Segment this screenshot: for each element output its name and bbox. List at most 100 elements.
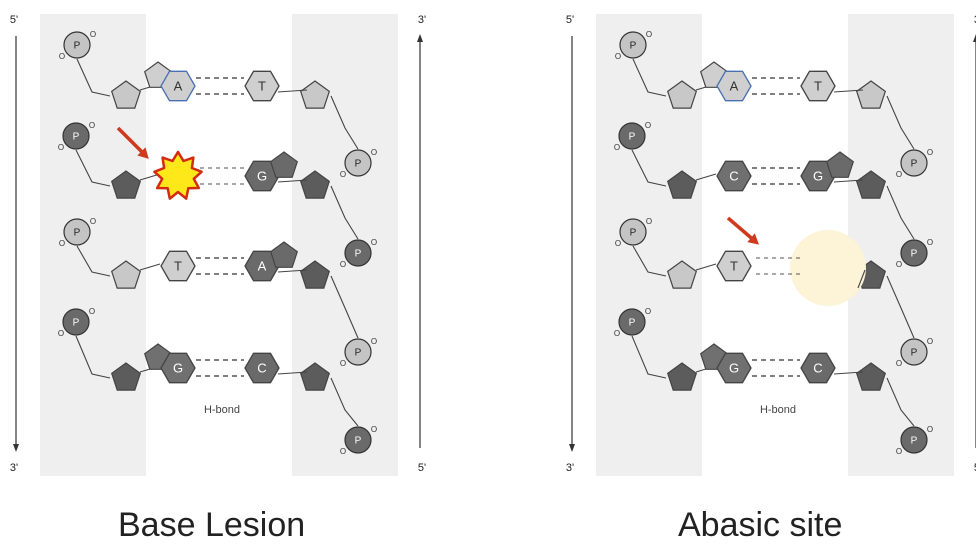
backbone-link [631, 335, 667, 379]
left-strand-bottom-label: 3' [10, 462, 18, 474]
oxygen-label: O [371, 425, 377, 434]
left-strand-arrowhead [569, 444, 575, 452]
h-bond-label: H-bond [760, 404, 796, 416]
left-strand-bottom-label: 3' [566, 462, 574, 474]
left-sugar [110, 362, 142, 391]
backbone-link [76, 245, 111, 277]
left-base-letter: A [174, 78, 183, 93]
lesion-shape [153, 150, 203, 200]
left-base-letter: G [173, 360, 183, 375]
phosphate-circle [63, 218, 91, 246]
phosphate-circle [344, 338, 372, 366]
right-backbone-band [848, 14, 954, 476]
glycosidic-bond [139, 263, 161, 271]
glycosidic-bond [833, 179, 864, 183]
phosphate-label: P [74, 41, 81, 52]
phosphate-label: P [911, 249, 918, 260]
phosphate-label: P [911, 159, 918, 170]
backbone-link [631, 149, 667, 187]
backbone-link [75, 335, 111, 379]
h-bond-label: H-bond [204, 404, 240, 416]
glycosidic-bond [695, 263, 717, 271]
oxygen-label: O [645, 307, 651, 316]
phosphate-label: P [355, 436, 362, 447]
backbone-link [75, 149, 111, 187]
right-strand-arrowhead [417, 34, 423, 42]
phosphate-label: P [911, 436, 918, 447]
oxygen-label: O [927, 238, 933, 247]
oxygen-label: O [59, 52, 65, 61]
oxygen-label: O [58, 143, 64, 152]
glycosidic-bond [857, 269, 866, 289]
oxygen-label: O [340, 170, 346, 179]
left-base-letter: C [729, 168, 738, 183]
red-arrow-head [137, 147, 149, 159]
left-base [716, 250, 752, 282]
left-sugar [666, 362, 698, 391]
right-backbone-band [292, 14, 398, 476]
right-sugar [299, 362, 331, 391]
backbone-link [330, 95, 359, 150]
phosphate-circle [619, 31, 647, 59]
phosphate-circle [63, 31, 91, 59]
phosphate-circle [900, 239, 928, 267]
right-base-letter: T [258, 78, 266, 93]
glycosidic-bond [277, 269, 308, 273]
left-sugar [110, 170, 142, 199]
oxygen-label: O [646, 217, 652, 226]
left-strand-arrowhead [13, 444, 19, 452]
glycosidic-bond [695, 173, 717, 181]
oxygen-label: O [896, 170, 902, 179]
right-strand-bottom-label: 5' [418, 462, 426, 474]
phosphate-label: P [355, 249, 362, 260]
left-sugar [110, 260, 142, 289]
oxygen-label: O [896, 359, 902, 368]
oxygen-label: O [615, 52, 621, 61]
right-base [800, 70, 836, 102]
phosphate-circle [900, 338, 928, 366]
oxygen-label: O [927, 337, 933, 346]
glycosidic-bond [833, 89, 864, 93]
base-lesion-title: Base Lesion [118, 506, 306, 544]
left-base [160, 250, 196, 282]
base-pair-row: G [110, 150, 331, 200]
right-base-letter: C [813, 360, 822, 375]
oxygen-label: O [927, 148, 933, 157]
glycosidic-bond [833, 371, 864, 375]
oxygen-label: O [614, 329, 620, 338]
oxygen-label: O [896, 447, 902, 456]
backbone-link [76, 58, 111, 97]
left-sugar [666, 260, 698, 289]
left-base [160, 352, 196, 384]
right-sugar [299, 170, 331, 199]
left-sugar [110, 80, 142, 109]
left-base [716, 160, 752, 192]
right-strand-top-label: 3' [974, 14, 976, 26]
backbone-link [330, 377, 359, 427]
right-strand-arrowhead [973, 34, 976, 42]
oxygen-label: O [89, 307, 95, 316]
left-base-letter: G [729, 360, 739, 375]
oxygen-label: O [371, 148, 377, 157]
left-strand-top-label: 5' [566, 14, 574, 26]
phosphate-circle [618, 308, 646, 336]
left-sugar [666, 170, 698, 199]
right-sugar [855, 80, 887, 109]
oxygen-label: O [614, 143, 620, 152]
base-pair-row: T [666, 230, 887, 306]
backbone-link [330, 185, 359, 240]
backbone-link [886, 377, 915, 427]
panel-abasic-site: 5'3'3'5'POOPOOPOOPOOPOOPOOPOOPOOATCGTGCH… [566, 14, 976, 476]
phosphate-circle [900, 149, 928, 177]
oxygen-label: O [371, 238, 377, 247]
right-sugar [855, 170, 887, 199]
phosphate-circle [62, 122, 90, 150]
right-base [244, 352, 280, 384]
right-base-ring [269, 151, 299, 178]
left-base [716, 70, 752, 102]
oxygen-label: O [59, 239, 65, 248]
